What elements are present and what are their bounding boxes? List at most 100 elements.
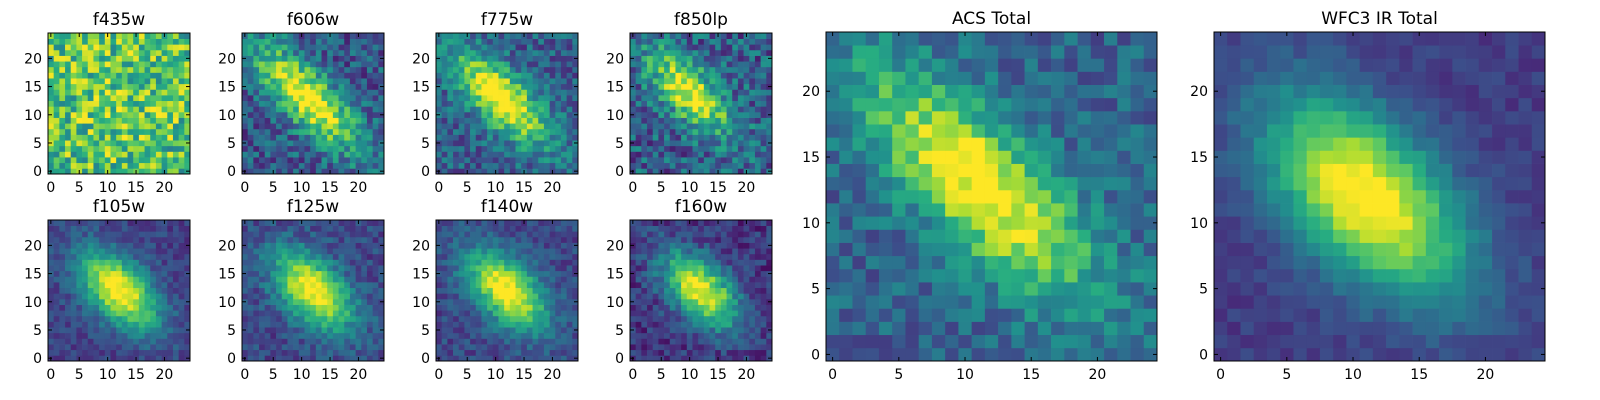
pixel-cell [264,66,271,73]
pixel-cell [372,259,379,266]
pixel-cell [276,151,283,158]
pixel-cell [344,276,351,283]
pixel-cell [247,134,254,141]
pixel-cell [304,248,311,255]
pixel-cell [276,242,283,249]
pixel-cell [543,225,550,232]
pixel-cell [675,276,682,283]
pixel-cell [509,33,516,39]
pixel-cell [436,128,443,135]
pixel-cell [703,287,710,294]
pixel-cell [715,38,722,45]
pixel-cell [150,72,157,79]
pixel-cell [172,123,179,130]
pixel-cell [110,293,117,300]
pixel-cell [760,145,767,152]
pixel-cell [470,349,477,356]
pixel-cell [172,168,179,175]
pixel-cell [155,248,162,255]
pixel-cell [133,304,140,311]
pixel-cell [538,355,545,362]
pixel-cell [178,270,185,277]
pixel-cell [172,145,179,152]
pixel-cell [521,61,528,68]
pixel-cell [155,236,162,243]
pixel-cell [110,338,117,345]
pixel-cell [144,123,151,130]
pixel-cell [652,106,659,113]
pixel-cell [635,344,642,351]
pixel-cell [65,106,72,113]
pixel-cell [82,231,89,238]
pixel-cell [732,293,739,300]
pixel-cell [99,128,106,135]
pixel-cell [259,72,266,79]
pixel-cell [675,117,682,124]
pixel-cell [138,321,145,328]
pixel-cell [253,225,260,232]
pixel-cell [698,327,705,334]
pixel-cell [726,315,733,322]
pixel-cell [310,310,317,317]
pixel-cell [242,236,249,243]
pixel-cell [242,349,249,356]
pixel-cell [321,111,328,118]
pixel-cell [53,55,60,62]
pixel-cell [99,72,106,79]
pixel-cell [538,162,545,169]
pixel-cell [560,338,567,345]
pixel-cell [720,106,727,113]
pixel-cell [338,55,345,62]
pixel-cell [732,140,739,147]
pixel-cell [464,106,471,113]
pixel-cell [99,259,106,266]
pixel-cell [270,55,277,62]
pixel-cell [366,95,373,102]
pixel-cell [681,157,688,164]
pixel-cell [504,157,511,164]
pixel-cell [749,282,756,289]
pixel-cell [338,265,345,272]
pixel-cell [698,338,705,345]
pixel-cell [509,49,516,56]
pixel-cell [692,111,699,118]
pixel-cell [184,304,191,311]
pixel-cell [116,231,123,238]
pixel-cell [664,95,671,102]
pixel-cell [675,145,682,152]
pixel-cell [161,338,168,345]
pixel-cell [692,49,699,56]
pixel-cell [293,327,300,334]
pixel-cell [133,134,140,141]
pixel-cell [470,355,477,362]
pixel-cell [498,253,505,260]
pixel-cell [315,242,322,249]
pixel-cell [532,33,539,39]
pixel-cell [447,344,454,351]
pixel-cell [509,117,516,124]
pixel-cell [247,321,254,328]
pixel-cell [441,259,448,266]
pixel-cell [361,38,368,45]
pixel-cell [349,242,356,249]
pixel-cell [144,315,151,322]
pixel-cell [453,225,460,232]
y-tick-label: 5 [421,323,430,339]
pixel-cell [441,100,448,107]
pixel-cell [184,117,191,124]
pixel-cell [737,327,744,334]
pixel-cell [184,231,191,238]
pixel-cell [93,61,100,68]
pixel-cell [87,349,94,356]
axes-frame [435,32,579,175]
pixel-cell [487,89,494,96]
pixel-cell [281,304,288,311]
pixel-cell [458,33,465,39]
pixel-cell [144,276,151,283]
pixel-cell [110,106,117,113]
pixel-cell [138,106,145,113]
pixel-cell [441,231,448,238]
pixel-cell [259,106,266,113]
pixel-cell [172,33,179,39]
pixel-cell [161,349,168,356]
